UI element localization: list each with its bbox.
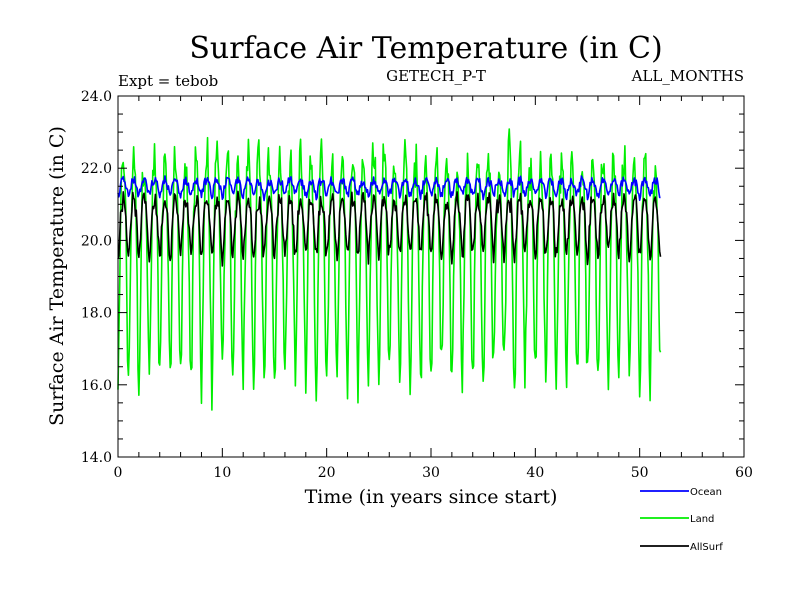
series-line-ocean [117,175,661,202]
y-tick-label: 22.0 [81,161,112,177]
axes-layer: 0 10 20 30 40 50 60 14.0 16.0 18.0 20.0 22.0 24.0 [81,89,753,481]
y-axis-label: Surface Air Temperature (in C) [46,126,68,426]
y-tick-label: 14.0 [81,450,112,466]
legend: Ocean Land AllSurf [640,487,723,553]
x-tick-label: 30 [422,465,440,481]
legend-label-land: Land [690,514,714,525]
x-tick-label: 40 [526,465,544,481]
x-tick-label: 10 [213,465,231,481]
x-tick-label: 60 [735,465,753,481]
x-tick-label: 20 [318,465,336,481]
series-layer [117,128,662,411]
x-axis-label: Time (in years since start) [305,486,558,508]
legend-label-allsurf: AllSurf [690,542,723,553]
y-tick-label: 16.0 [81,378,112,394]
x-tick-label: 0 [114,465,123,481]
y-tick-label: 20.0 [81,233,112,249]
subtitle-center: GETECH_P-T [386,67,486,85]
x-tick-label: 50 [631,465,649,481]
y-tick-label: 18.0 [81,306,112,322]
subtitle-right: ALL_MONTHS [631,67,744,85]
series-line-allsurf [117,190,662,267]
y-tick-label: 24.0 [81,89,112,105]
chart-title: Surface Air Temperature (in C) [189,31,662,66]
series-line-land [117,128,662,411]
subtitle-left: Expt = tebob [118,72,218,90]
legend-label-ocean: Ocean [690,487,722,498]
